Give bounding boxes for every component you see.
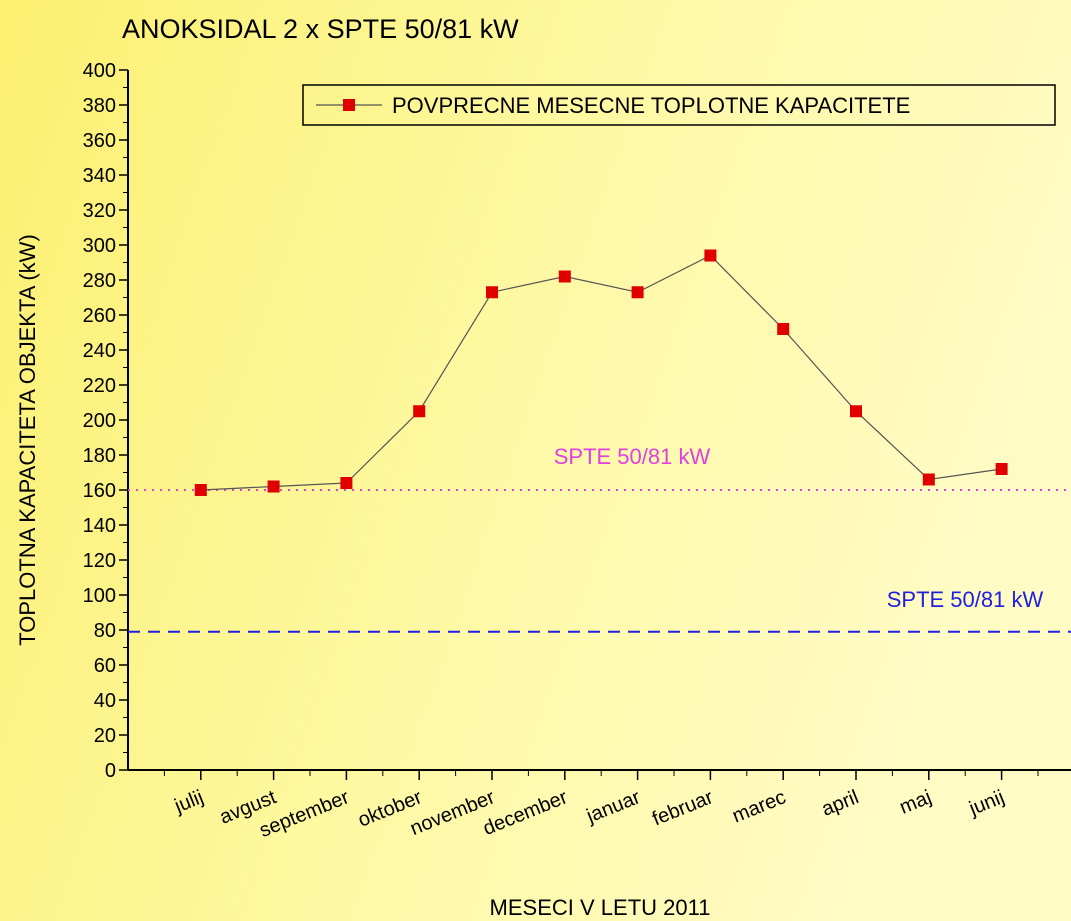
y-tick-label: 320	[83, 200, 116, 222]
y-tick-label: 100	[83, 585, 116, 607]
x-axis-label: MESECI V LETU 2011	[490, 895, 711, 920]
y-tick-label: 120	[83, 550, 116, 572]
legend-box	[302, 84, 1056, 126]
marker	[631, 286, 644, 299]
marker	[194, 484, 207, 496]
y-tick-label: 160	[83, 480, 116, 502]
y-tick-label: 400	[83, 60, 116, 82]
marker	[558, 270, 571, 283]
marker	[340, 477, 353, 489]
y-tick-label: 60	[94, 655, 116, 677]
y-tick-label: 260	[83, 305, 116, 327]
y-tick-label: 340	[83, 165, 116, 187]
y-tick-label: 380	[83, 95, 116, 117]
marker	[267, 480, 280, 493]
y-tick-label: 200	[83, 410, 116, 432]
marker	[922, 473, 935, 486]
y-tick-label: 20	[94, 725, 116, 747]
y-tick-label: 0	[105, 760, 116, 782]
y-tick-label: 80	[94, 620, 116, 642]
y-tick-label: 300	[83, 235, 116, 257]
y-tick-label: 140	[83, 515, 116, 537]
y-tick-label: 240	[83, 340, 116, 362]
marker	[704, 249, 717, 262]
legend-label: POVPRECNE MESECNE TOPLOTNE KAPACITETE	[392, 93, 910, 118]
y-tick-label: 360	[83, 130, 116, 152]
marker	[777, 323, 790, 335]
series-line	[200, 254, 1002, 491]
marker	[413, 405, 426, 418]
legend-marker	[343, 99, 355, 111]
reference-label: SPTE 50/81 kW	[887, 587, 1044, 612]
chart-title: ANOKSIDAL 2 x SPTE 50/81 kW	[122, 14, 519, 44]
reference-label: SPTE 50/81 kW	[554, 444, 711, 469]
marker	[995, 463, 1008, 475]
y-axis-label: TOPLOTNA KAPACITETA OBJEKTA (kW)	[15, 234, 40, 646]
marker	[486, 286, 498, 299]
y-tick-label: 220	[83, 375, 116, 397]
y-tick-label: 280	[83, 270, 116, 292]
y-tick-label: 40	[94, 690, 116, 712]
marker	[850, 405, 862, 418]
y-tick-label: 180	[83, 445, 116, 467]
